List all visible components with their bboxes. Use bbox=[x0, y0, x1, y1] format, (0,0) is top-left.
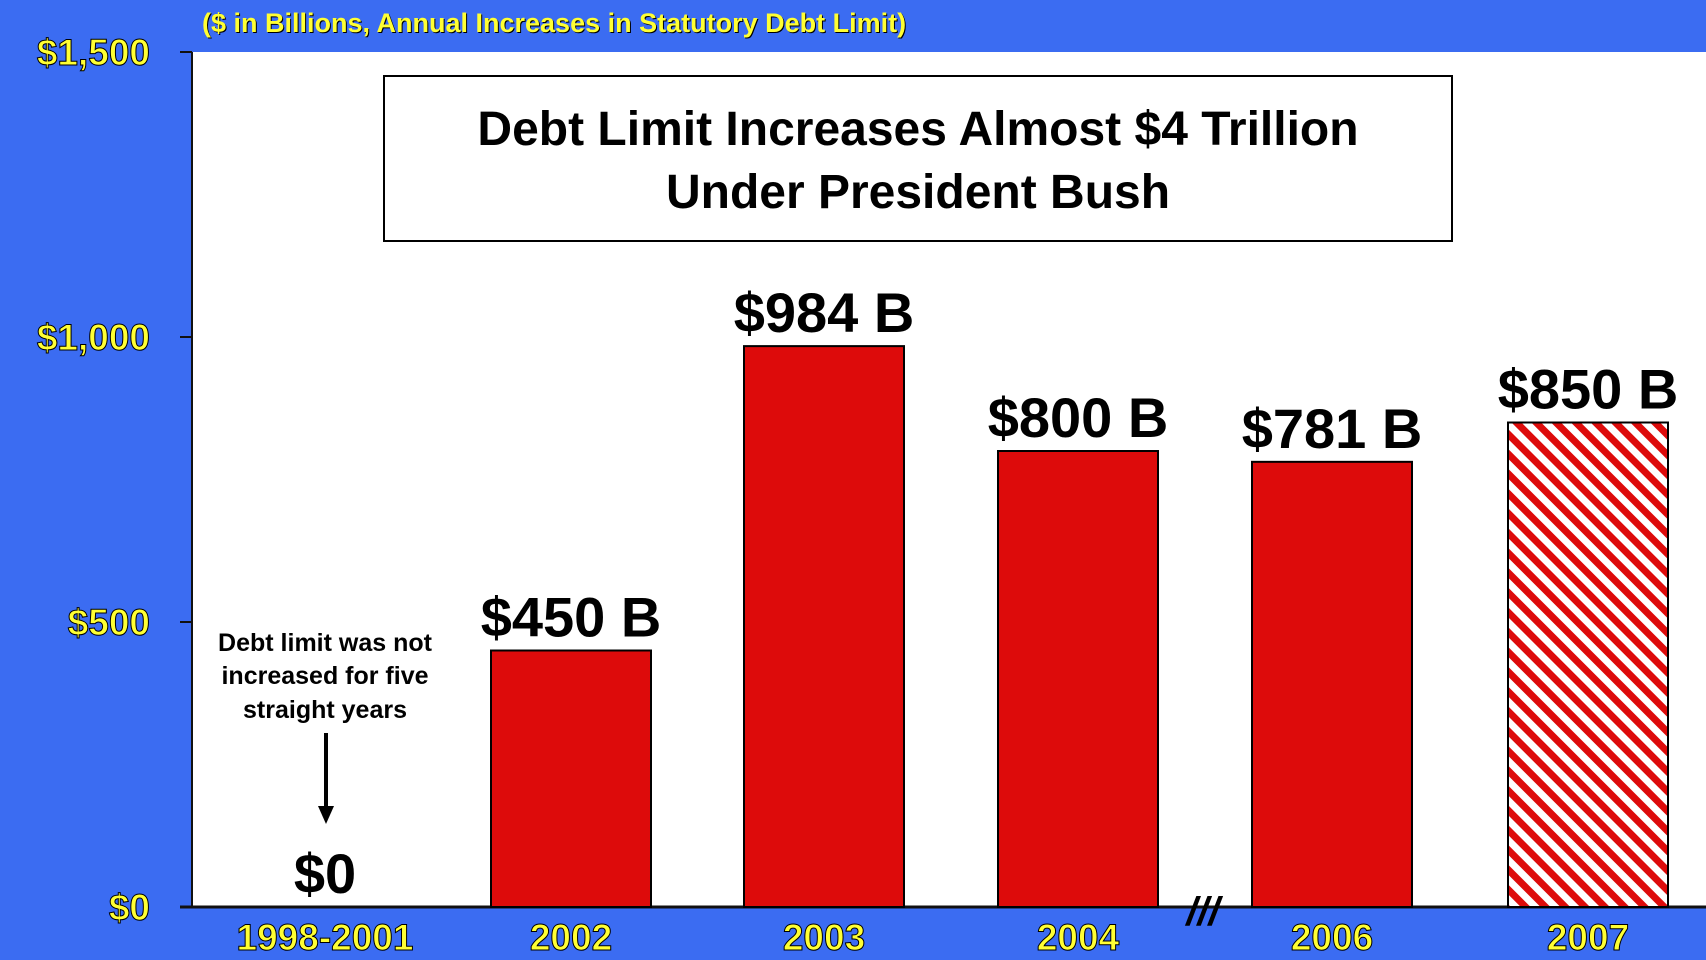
annotation-line-3: straight years bbox=[243, 696, 407, 724]
value-label-2007: $850 B bbox=[1498, 358, 1679, 421]
annotation: Debt limit was not increased for five st… bbox=[218, 629, 433, 824]
y-axis-ticks: $0 $500 $1,000 $1,500 bbox=[36, 32, 192, 929]
axis-break-marker: /// bbox=[1184, 890, 1223, 934]
chart-subtitle: ($ in Billions, Annual Increases in Stat… bbox=[202, 8, 906, 38]
annotation-line-2: increased for five bbox=[221, 662, 428, 690]
chart-title-line-1: Debt Limit Increases Almost $4 Trillion bbox=[477, 103, 1358, 156]
bar-2003 bbox=[743, 345, 905, 908]
y-tick-label: $500 bbox=[68, 602, 150, 643]
chart-title-line-2: Under President Bush bbox=[666, 166, 1170, 219]
y-tick-label: $1,500 bbox=[37, 32, 150, 73]
x-axis-ticks: 1998-2001 2002 2003 2004 2006 2007 bbox=[236, 917, 1630, 959]
value-labels-layer: $0 $450 B $984 B $800 B $781 B $850 B bbox=[294, 281, 1678, 905]
x-tick-label-1998-2001: 1998-2001 bbox=[237, 917, 414, 955]
bar-2004 bbox=[997, 450, 1159, 908]
bar-2006 bbox=[1251, 460, 1413, 908]
value-label-2006: $781 B bbox=[1242, 397, 1423, 460]
bar-2002 bbox=[490, 649, 652, 908]
title-box bbox=[383, 75, 1453, 242]
bar-2007 bbox=[1507, 421, 1669, 908]
x-tick-label-2002: 2002 bbox=[530, 917, 612, 955]
y-tick-label: $0 bbox=[109, 887, 150, 928]
y-tick-label: $1,000 bbox=[37, 317, 150, 358]
annotation-arrowhead-icon bbox=[318, 806, 334, 824]
x-tick-label-2003: 2003 bbox=[783, 917, 865, 955]
value-label-2003: $984 B bbox=[734, 281, 915, 344]
x-tick-label-2004: 2004 bbox=[1037, 917, 1120, 955]
value-label-2004: $800 B bbox=[988, 386, 1169, 449]
bars-layer bbox=[490, 345, 1669, 908]
x-tick-label-2007: 2007 bbox=[1547, 917, 1629, 955]
annotation-line-1: Debt limit was not bbox=[218, 629, 433, 657]
value-label-1998-2001: $0 bbox=[294, 842, 356, 905]
x-tick-label-2006: 2006 bbox=[1291, 917, 1373, 955]
value-label-2002: $450 B bbox=[481, 586, 662, 649]
